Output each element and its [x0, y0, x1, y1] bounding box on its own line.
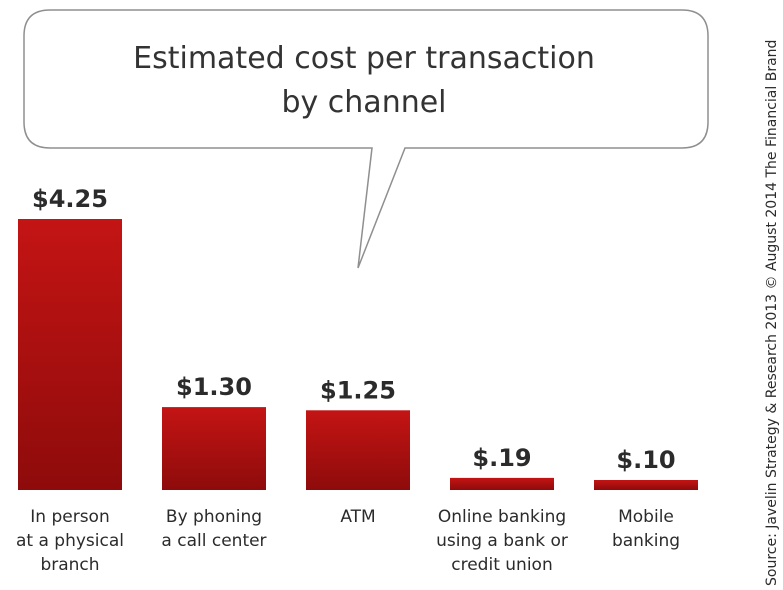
value-label-5: $.10 — [616, 446, 675, 474]
category-label-4-line-3: credit union — [451, 555, 552, 575]
chart-title-line-2: by channel — [281, 85, 446, 120]
category-label-1-line-1: In person — [30, 507, 109, 527]
category-label-5-line-2: banking — [612, 531, 680, 551]
category-label-1-line-3: branch — [40, 555, 99, 575]
value-label-3: $1.25 — [320, 376, 396, 404]
category-label-3-line-1: ATM — [340, 507, 375, 527]
bar-4 — [450, 477, 554, 490]
source-note: Source: Javelin Strategy & Research 2013… — [764, 40, 780, 586]
bar-3 — [306, 410, 410, 490]
bar-5 — [594, 480, 698, 490]
value-label-2: $1.30 — [176, 373, 252, 401]
category-labels-layer: In person at a physical branch By phoning a … — [16, 507, 680, 575]
value-labels-layer: $4.25 $1.30 $1.25 $.19 $.10 — [32, 185, 676, 474]
category-label-2-line-1: By phoning — [166, 507, 262, 527]
category-label-5-line-1: Mobile — [618, 507, 674, 527]
bars-layer — [18, 219, 698, 490]
category-label-1-line-2: at a physical — [16, 531, 124, 551]
value-label-1: $4.25 — [32, 185, 108, 213]
category-label-4-line-1: Online banking — [438, 507, 566, 527]
chart-title-line-1: Estimated cost per transaction — [133, 41, 595, 76]
bar-1 — [18, 219, 122, 490]
bar-2 — [162, 407, 266, 490]
category-label-4-line-2: using a bank or — [436, 531, 568, 551]
category-label-2-line-2: a call center — [161, 531, 266, 551]
title-speech-bubble — [23, 9, 709, 269]
value-label-4: $.19 — [472, 444, 531, 472]
